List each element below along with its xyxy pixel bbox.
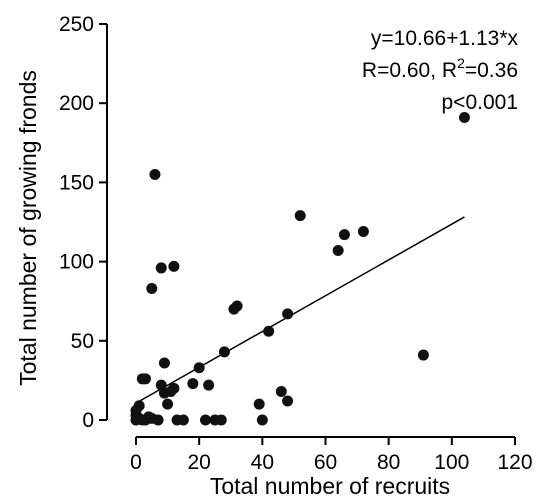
data-point bbox=[294, 210, 306, 222]
data-point bbox=[193, 362, 205, 374]
data-point bbox=[357, 226, 369, 238]
r-prefix: R=0.60, R bbox=[362, 59, 457, 82]
data-point bbox=[199, 414, 211, 426]
regression-line-group bbox=[135, 216, 465, 404]
x-tick-label: 40 bbox=[251, 451, 274, 474]
data-point bbox=[187, 378, 199, 390]
data-point bbox=[155, 262, 167, 274]
data-point bbox=[152, 414, 164, 426]
data-point bbox=[458, 111, 470, 123]
data-point bbox=[231, 300, 243, 312]
data-point bbox=[275, 385, 287, 397]
y-tick-label: 150 bbox=[59, 171, 94, 194]
y-axis-title: Total number of growing fronds bbox=[15, 70, 41, 386]
x-tick-label: 20 bbox=[187, 451, 210, 474]
data-point bbox=[263, 325, 275, 337]
y-tick-label: 100 bbox=[59, 251, 94, 274]
regression-line bbox=[135, 216, 465, 404]
data-point bbox=[158, 357, 170, 369]
data-point bbox=[146, 283, 158, 295]
data-point bbox=[338, 229, 350, 241]
r-suffix: =0.36 bbox=[465, 59, 518, 82]
data-point bbox=[139, 373, 151, 385]
data-point bbox=[168, 260, 180, 272]
x-tick-label: 100 bbox=[434, 451, 469, 474]
data-point bbox=[332, 245, 344, 257]
y-tick-label: 250 bbox=[59, 13, 94, 36]
y-tick-label: 200 bbox=[59, 92, 94, 115]
data-point bbox=[282, 395, 294, 407]
data-point bbox=[177, 414, 189, 426]
y-axis: 0 50 100 150 200 250 bbox=[59, 13, 108, 432]
data-point bbox=[168, 382, 180, 394]
data-point bbox=[218, 346, 230, 358]
data-point bbox=[253, 398, 265, 410]
data-point bbox=[417, 349, 429, 361]
data-point bbox=[203, 379, 215, 391]
data-point bbox=[256, 414, 268, 426]
y-tick-label: 0 bbox=[82, 409, 94, 432]
x-tick-label: 0 bbox=[130, 451, 142, 474]
correlation-stats: R=0.60, R2=0.36 bbox=[362, 55, 518, 82]
regression-equation: y=10.66+1.13*x bbox=[371, 27, 519, 50]
x-axis-title: Total number of recruits bbox=[210, 473, 450, 499]
data-point bbox=[149, 168, 161, 180]
p-value: p<0.001 bbox=[442, 91, 519, 114]
data-point bbox=[162, 398, 174, 410]
x-tick-label: 120 bbox=[497, 451, 532, 474]
data-points bbox=[130, 111, 470, 426]
x-axis: 0 20 40 60 80 100 120 bbox=[130, 436, 533, 474]
x-tick-label: 60 bbox=[314, 451, 337, 474]
data-point bbox=[215, 414, 227, 426]
r-squared-exponent: 2 bbox=[457, 55, 465, 71]
data-point bbox=[282, 308, 294, 320]
data-point bbox=[133, 400, 145, 412]
x-tick-label: 80 bbox=[377, 451, 400, 474]
y-tick-label: 50 bbox=[71, 330, 94, 353]
